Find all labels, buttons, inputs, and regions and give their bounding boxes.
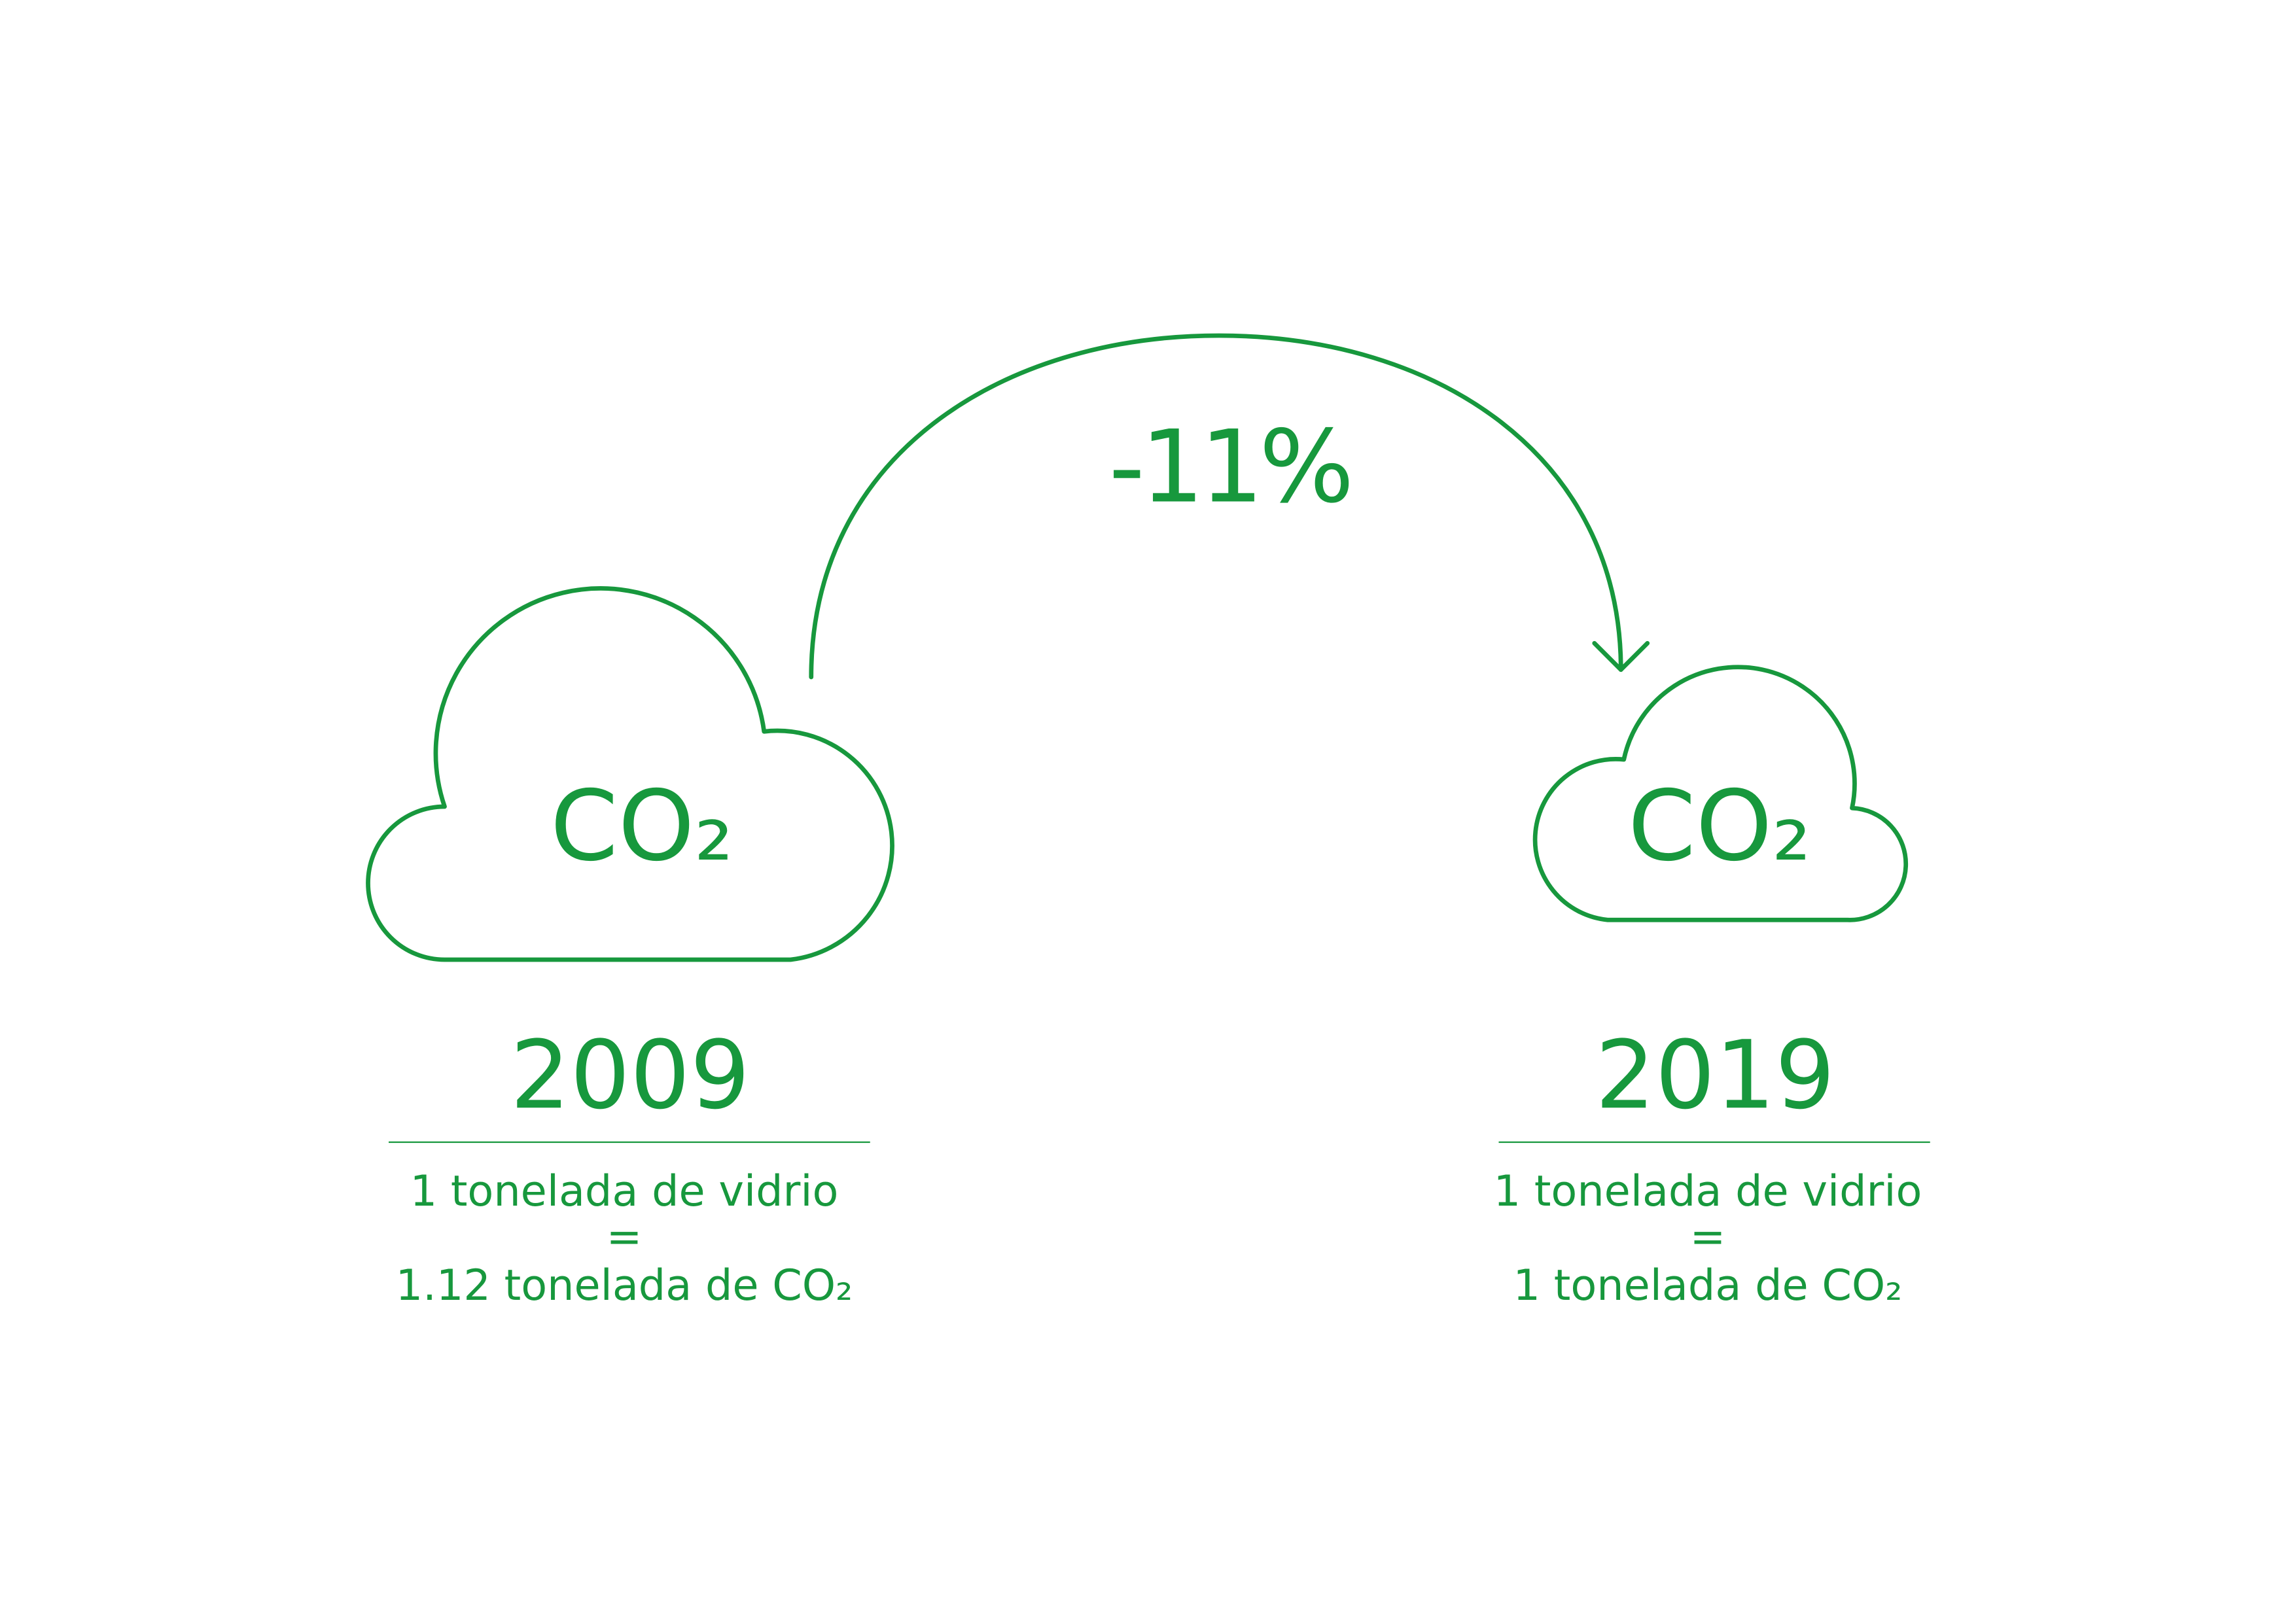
description-line: 1 tonelada de vidrio <box>410 1166 839 1216</box>
description-line: 1.12 tonelada de CO₂ <box>396 1261 853 1310</box>
cloud-label: CO₂ <box>550 770 733 883</box>
description-line: 1 tonelada de vidrio <box>1494 1166 1922 1216</box>
arc-arrow <box>809 333 1623 680</box>
year: 2009 <box>510 1020 750 1130</box>
cloud-label: CO₂ <box>1628 770 1811 883</box>
description-line: = <box>1690 1212 1726 1262</box>
arrow-head <box>1592 640 1650 672</box>
change-label: -11% <box>1109 409 1350 525</box>
year: 2019 <box>1595 1020 1835 1130</box>
description-line: 1 tonelada de CO₂ <box>1513 1261 1903 1310</box>
cloud-after <box>1532 665 1909 922</box>
description-line: = <box>607 1212 643 1262</box>
cloud-before <box>366 586 894 962</box>
canvas: -11% CO₂ 2009 1 tonelada de vidrio = 1.1… <box>366 333 1930 1310</box>
